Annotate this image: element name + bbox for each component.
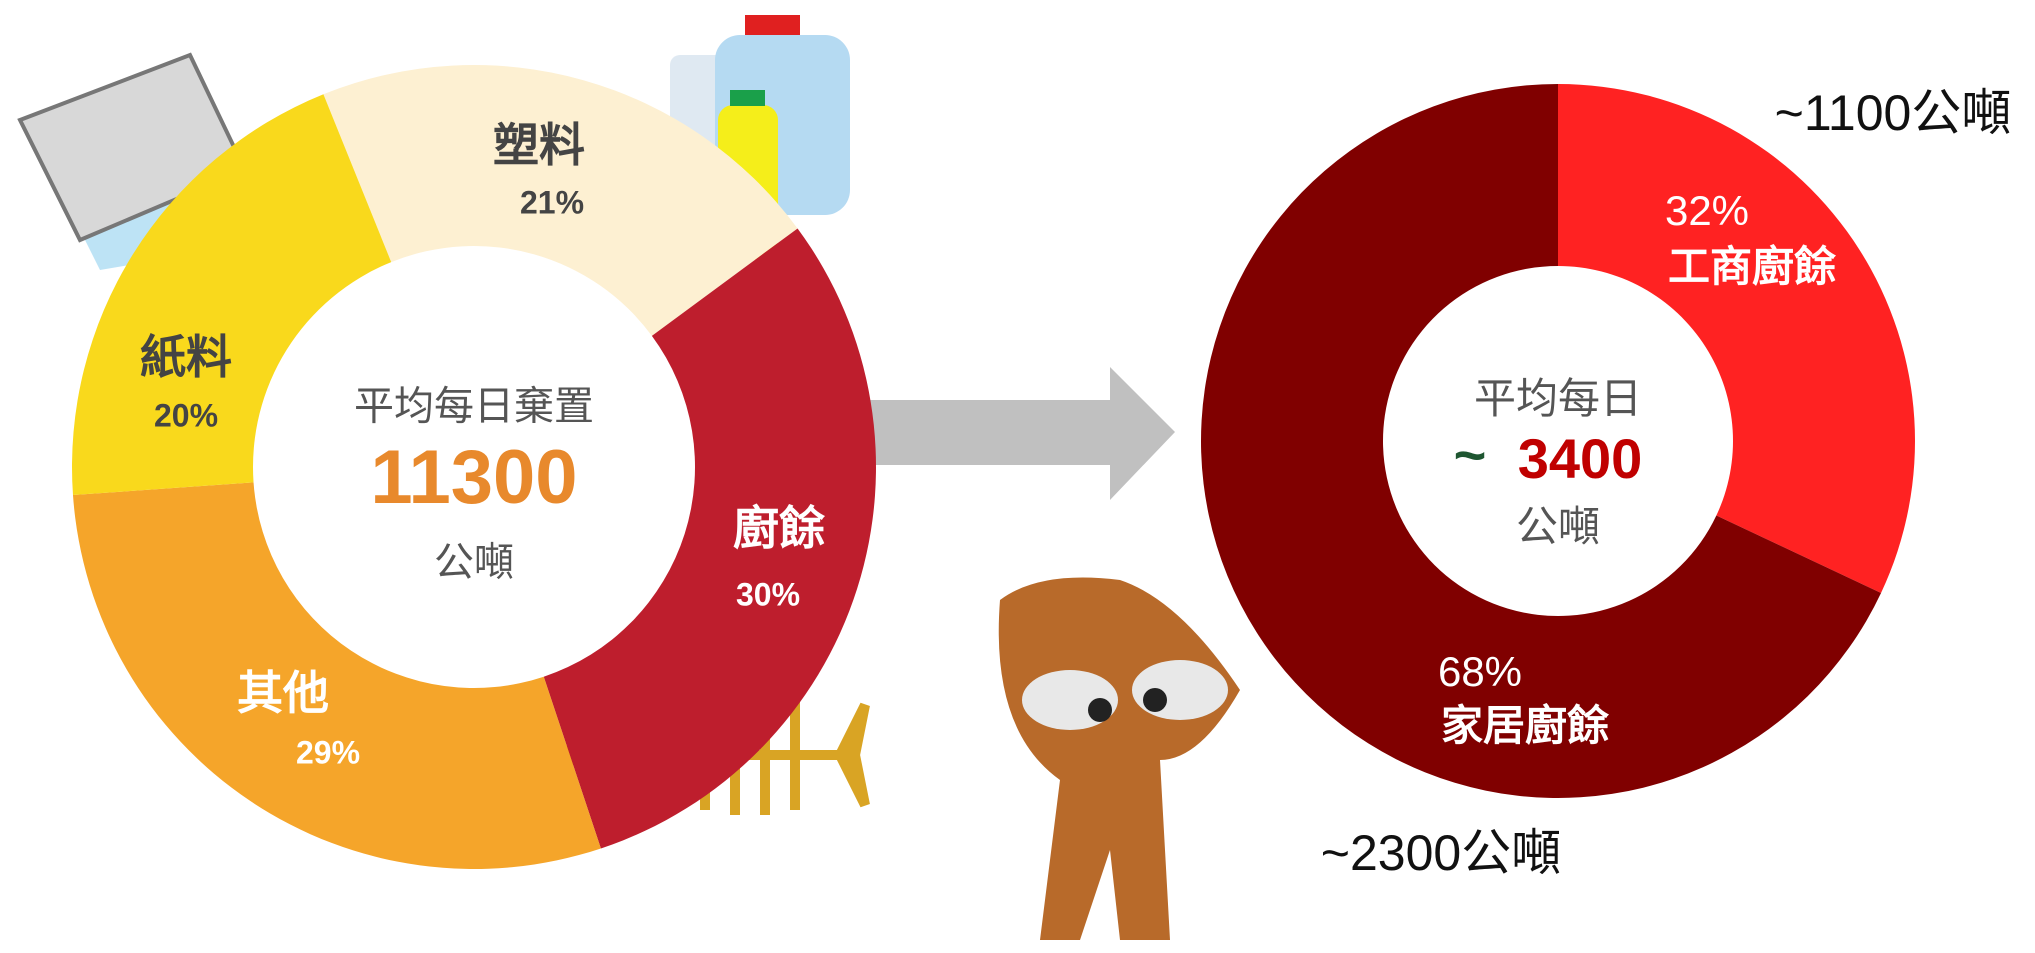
segment-label: 其他: [237, 667, 329, 719]
center-prefix: ~: [1454, 423, 1487, 486]
center-title: 平均每日棄置: [354, 385, 594, 429]
value-label: 32%: [1665, 187, 1749, 234]
center-unit: 公噸: [1516, 503, 1600, 550]
amount-label: ~2300公噸: [1321, 825, 1561, 881]
donut-segment: [1201, 84, 1882, 798]
segment-label: 塑料: [493, 119, 585, 171]
value-label: 21%: [520, 184, 584, 220]
center-unit: 公噸: [434, 541, 514, 585]
segment-label: 紙料: [140, 331, 232, 383]
value-label: 29%: [296, 734, 360, 770]
donut-segment: [72, 94, 392, 496]
segment-label: 家居廚餘: [1441, 702, 1610, 749]
value-label: 68%: [1438, 648, 1522, 695]
amount-label: ~1100公噸: [1775, 85, 2012, 141]
value-label: 30%: [736, 576, 800, 612]
center-title: 平均每日: [1474, 375, 1642, 422]
segment-label: 廚餘: [733, 502, 826, 554]
segment-label: 工商廚餘: [1668, 243, 1837, 290]
donut-segment: [543, 228, 876, 849]
center-value: 11300: [370, 435, 577, 520]
character-icon: [998, 577, 1240, 940]
donut-segment: [72, 482, 601, 870]
center-value: 3400: [1518, 427, 1643, 490]
value-label: 20%: [154, 397, 218, 433]
donut-segment: [323, 64, 798, 336]
donut-segment: [1558, 84, 1915, 594]
arrow: [828, 367, 1175, 500]
